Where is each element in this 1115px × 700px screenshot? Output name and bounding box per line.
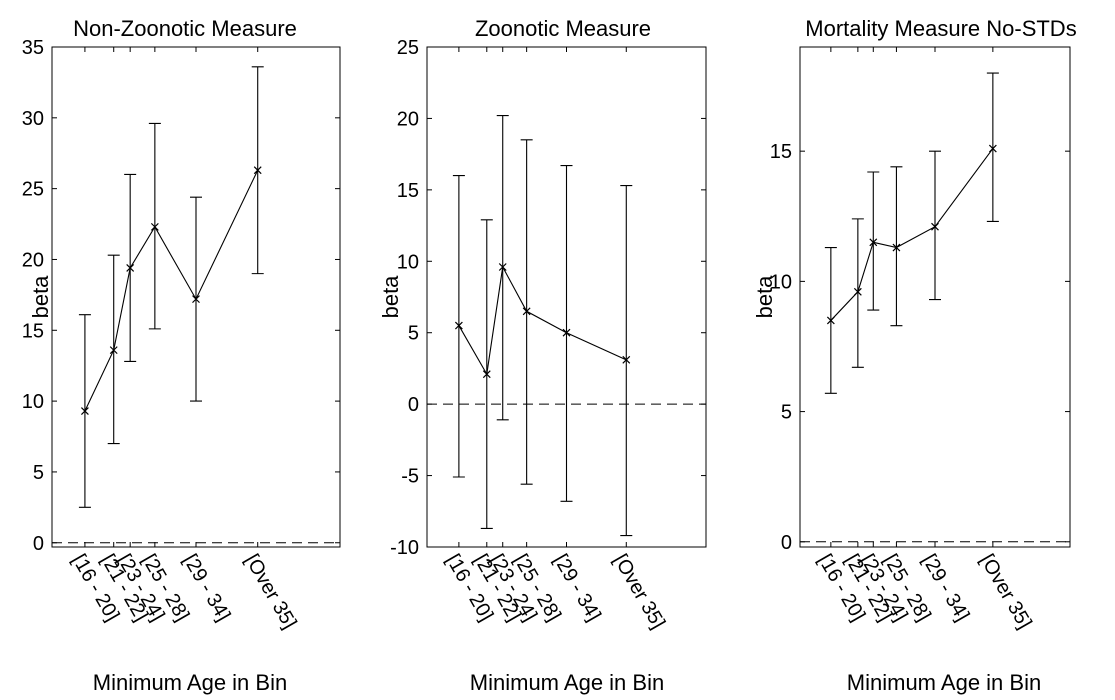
x-tick-label: [Over 35]	[976, 551, 1036, 633]
panel-zoonotic: Zoonotic Measure beta Minimum Age in Bin…	[378, 16, 707, 695]
data-point	[622, 355, 631, 364]
y-tick-label: 30	[22, 108, 44, 130]
y-tick-label: 20	[22, 249, 44, 271]
error-bar	[929, 150, 941, 301]
y-tick-label: 0	[781, 532, 792, 554]
data-point	[869, 238, 878, 247]
panel-non-zoonotic: Non-Zoonotic Measure beta Minimum Age in…	[22, 16, 341, 695]
y-tick-label: 10	[770, 271, 792, 293]
data-point	[253, 166, 262, 175]
y-tick-label: 15	[770, 141, 792, 163]
y-tick-label: 10	[22, 391, 44, 413]
y-tick-label: 35	[22, 37, 44, 59]
y-tick-label: 10	[397, 251, 419, 273]
data-point	[498, 263, 507, 271]
chart-title: Mortality Measure No-STDs	[805, 16, 1076, 41]
data-point	[482, 370, 491, 379]
data-point	[80, 407, 89, 415]
y-tick-label: 25	[397, 37, 419, 59]
x-axis-label: Minimum Age in Bin	[470, 670, 664, 695]
data-point	[522, 307, 531, 316]
y-tick-label: 5	[408, 323, 419, 345]
error-bar	[851, 218, 864, 368]
y-tick-label: 25	[22, 179, 44, 201]
data-point	[192, 295, 200, 304]
y-tick-label: 15	[397, 180, 419, 202]
y-tick-label: 0	[33, 533, 44, 555]
panel-mortality: Mortality Measure No-STDs beta Minimum A…	[752, 16, 1077, 695]
x-tick-label: [Over 35]	[240, 551, 300, 633]
data-point	[853, 287, 862, 296]
chart-title: Zoonotic Measure	[475, 16, 651, 41]
data-point	[562, 328, 571, 337]
chart-title: Non-Zoonotic Measure	[73, 16, 297, 41]
data-point	[126, 264, 135, 272]
y-tick-label: 15	[22, 320, 44, 342]
error-bar	[986, 72, 999, 223]
x-tick-label: [Over 35]	[609, 551, 669, 633]
series-line	[458, 265, 627, 376]
error-bar	[867, 171, 880, 311]
series-line	[84, 169, 259, 412]
y-tick-label: 0	[408, 394, 419, 416]
y-tick-label: 20	[397, 108, 419, 130]
y-axis-label: beta	[378, 275, 403, 319]
data-point	[454, 321, 463, 330]
data-point	[109, 346, 118, 355]
x-axis-label: Minimum Age in Bin	[93, 670, 287, 695]
y-axis-label: beta	[28, 275, 53, 319]
y-tick-label: 5	[33, 462, 44, 484]
data-point	[826, 316, 835, 325]
data-point	[892, 243, 901, 252]
y-tick-label: 5	[781, 402, 792, 424]
data-point	[988, 144, 997, 153]
x-axis-label: Minimum Age in Bin	[847, 670, 1041, 695]
y-axis-label: beta	[752, 275, 777, 319]
series-line	[830, 148, 994, 321]
y-tick-label: -10	[390, 537, 419, 559]
y-tick-label: -5	[401, 466, 419, 488]
data-point	[931, 222, 939, 231]
data-point	[150, 222, 159, 231]
error-bar	[890, 166, 903, 327]
